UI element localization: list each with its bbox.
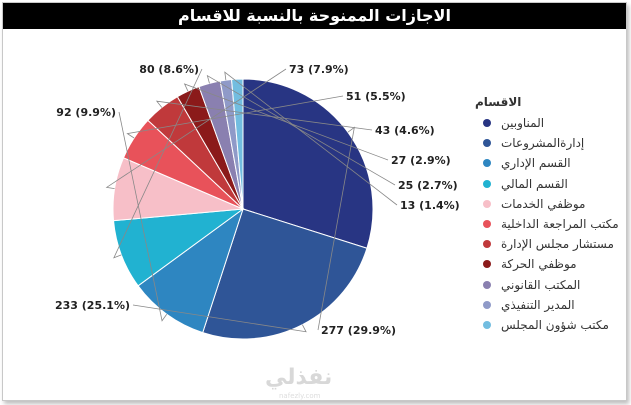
watermark-logo: نفذلي <box>265 365 333 390</box>
legend-item[interactable]: موظفي الحركة <box>467 254 607 274</box>
legend-label: مكتب شؤون المجلس <box>501 317 609 332</box>
legend-swatch <box>483 240 491 249</box>
legend-label: موظفي الخدمات <box>501 196 586 211</box>
legend-swatch <box>483 300 491 309</box>
pie-slices <box>112 78 374 340</box>
legend-label: إدارةالمشروعات <box>501 136 585 151</box>
label-leader-lines <box>105 68 398 333</box>
legend-swatch <box>483 220 491 229</box>
legend-item[interactable]: مستشار مجلس الإدارة <box>467 234 614 254</box>
legend-item[interactable]: القسم المالي <box>467 174 607 194</box>
legend-label: مستشار مجلس الإدارة <box>501 237 614 252</box>
data-label: 233 (25.1%) <box>55 299 130 312</box>
legend-swatch <box>483 320 491 329</box>
legend-label: القسم الإداري <box>501 156 571 171</box>
pie-slice[interactable] <box>137 207 244 334</box>
legend-item[interactable]: المكتب القانوني <box>467 275 607 295</box>
legend-swatch <box>483 179 491 188</box>
legend-item[interactable]: المدير التنفيذي <box>467 295 607 315</box>
data-label: 80 (8.6%) <box>139 63 199 76</box>
pie-slice[interactable] <box>202 208 368 340</box>
legend-items: المناوبين إدارةالمشروعات القسم الإداري القس… <box>467 113 619 335</box>
legend-label: القسم المالي <box>501 176 568 191</box>
leader-line <box>105 68 287 189</box>
legend-label: المناوبين <box>501 116 545 131</box>
data-label: 51 (5.5%) <box>346 90 406 103</box>
legend-swatch <box>483 119 491 128</box>
data-label: 13 (1.4%) <box>400 199 460 212</box>
legend: الاقسام المناوبين إدارةالمشروعات القسم الإ… <box>467 95 619 335</box>
pie-chart: 277 (29.9%) 233 (25.1%) 92 (9.9%) 80 (8.6%)… <box>55 63 460 340</box>
data-label: 27 (2.9%) <box>391 154 451 167</box>
data-label: 92 (9.9%) <box>56 106 116 119</box>
data-label: 277 (29.9%) <box>321 324 396 337</box>
leader-line <box>155 100 373 131</box>
leader-line <box>113 68 203 259</box>
data-labels: 277 (29.9%) 233 (25.1%) 92 (9.9%) 80 (8.6%)… <box>55 63 460 337</box>
legend-title: الاقسام <box>475 95 522 109</box>
legend-item[interactable]: إدارةالمشروعات <box>467 133 607 153</box>
legend-item[interactable]: مكتب شؤون المجلس <box>467 315 609 335</box>
leader-line <box>132 304 307 333</box>
chart-frame: الاجازات الممنوحة بالنسبة للاقسام 277 (2… <box>2 2 627 401</box>
legend-swatch <box>483 139 491 148</box>
legend-item[interactable]: القسم الإداري <box>467 153 607 173</box>
chart-title: الاجازات الممنوحة بالنسبة للاقسام <box>3 3 626 29</box>
legend-item[interactable]: مكتب المراجعة الداخلية <box>467 214 619 234</box>
legend-label: المكتب القانوني <box>501 277 581 292</box>
legend-swatch <box>483 260 491 269</box>
legend-swatch <box>483 159 491 168</box>
legend-label: مكتب المراجعة الداخلية <box>501 217 619 232</box>
leader-line <box>206 74 396 186</box>
legend-item[interactable]: موظفي الخدمات <box>467 194 607 214</box>
legend-swatch <box>483 280 491 289</box>
data-label: 43 (4.6%) <box>375 124 435 137</box>
legend-item[interactable]: المناوبين <box>467 113 607 133</box>
legend-label: المدير التنفيذي <box>501 297 575 312</box>
data-label: 25 (2.7%) <box>398 179 458 192</box>
watermark-url: nafezly.com <box>279 392 321 400</box>
data-label: 73 (7.9%) <box>289 63 349 76</box>
leader-line <box>118 111 168 322</box>
leader-line <box>126 95 344 139</box>
legend-swatch <box>483 199 491 208</box>
leader-line <box>224 71 398 206</box>
leader-line <box>183 83 389 161</box>
legend-label: موظفي الحركة <box>501 257 577 272</box>
